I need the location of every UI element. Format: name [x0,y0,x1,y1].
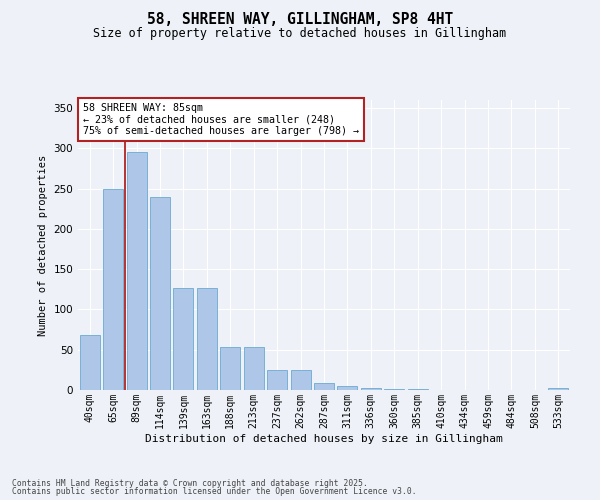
Bar [408,389,428,390]
Bar [267,370,287,390]
Bar [337,386,358,390]
Bar [173,288,193,390]
Text: Contains public sector information licensed under the Open Government Licence v3: Contains public sector information licen… [12,487,416,496]
Text: Size of property relative to detached houses in Gillingham: Size of property relative to detached ho… [94,28,506,40]
Text: Contains HM Land Registry data © Crown copyright and database right 2025.: Contains HM Land Registry data © Crown c… [12,478,368,488]
Bar [197,288,217,390]
Text: 58, SHREEN WAY, GILLINGHAM, SP8 4HT: 58, SHREEN WAY, GILLINGHAM, SP8 4HT [147,12,453,28]
X-axis label: Distribution of detached houses by size in Gillingham: Distribution of detached houses by size … [145,434,503,444]
Y-axis label: Number of detached properties: Number of detached properties [38,154,48,336]
Bar [314,383,334,390]
Bar [385,389,404,390]
Bar [244,346,263,390]
Bar [80,335,100,390]
Text: 58 SHREEN WAY: 85sqm
← 23% of detached houses are smaller (248)
75% of semi-deta: 58 SHREEN WAY: 85sqm ← 23% of detached h… [83,103,359,136]
Bar [150,196,170,390]
Bar [103,188,123,390]
Bar [548,388,568,390]
Bar [127,152,146,390]
Bar [220,346,240,390]
Bar [361,388,381,390]
Bar [290,370,311,390]
